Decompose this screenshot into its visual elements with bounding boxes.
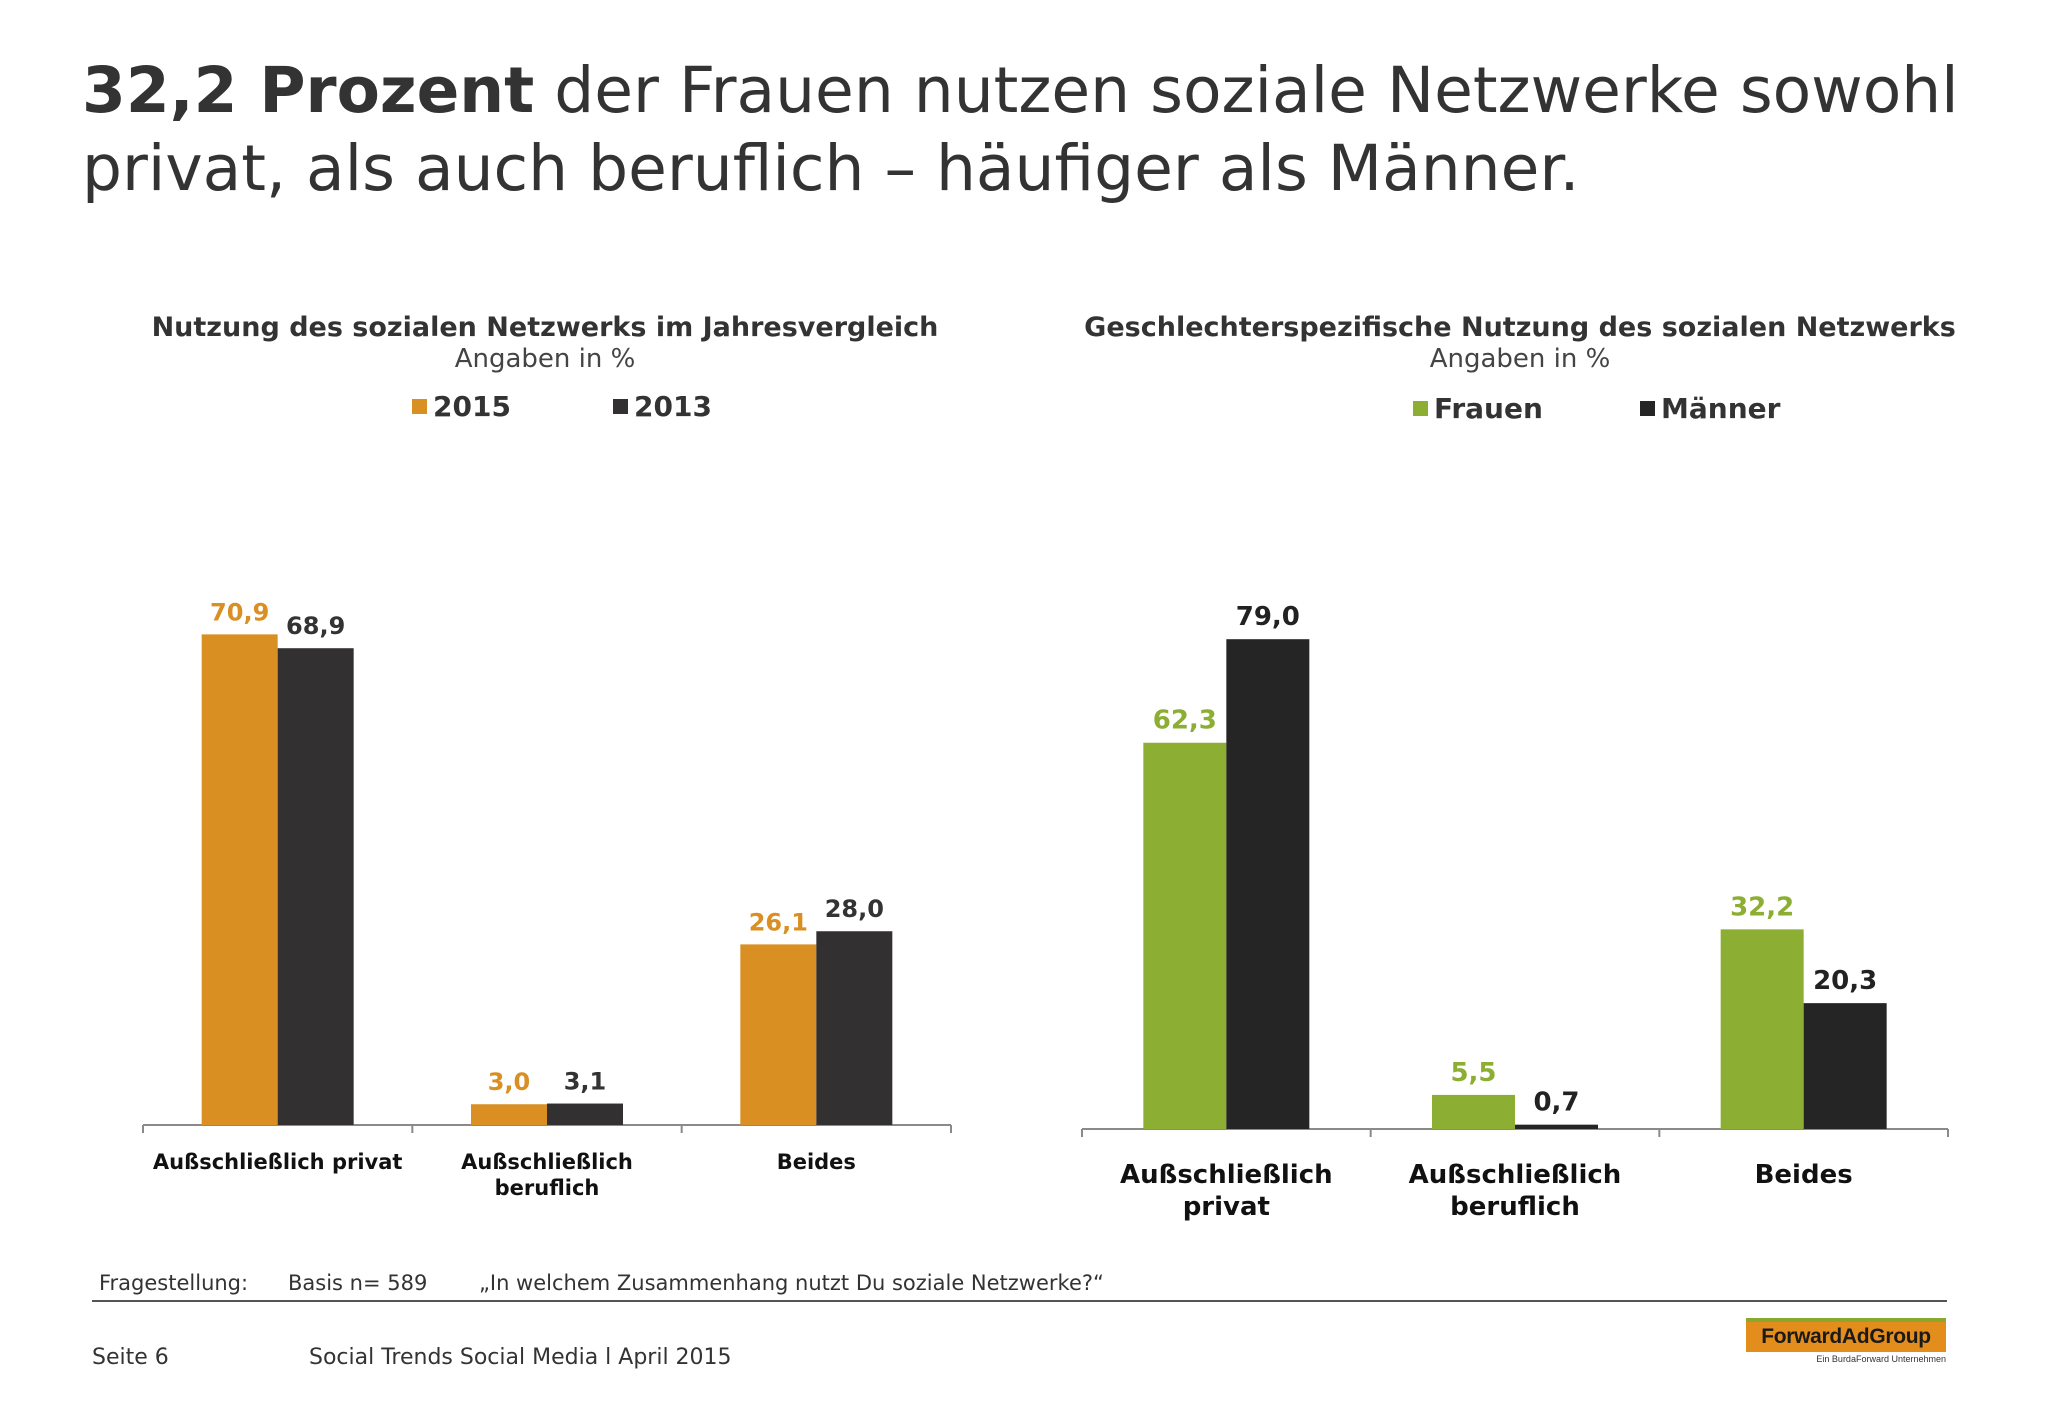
left-chart-subtitle: Angaben in % xyxy=(454,344,636,374)
left-value-label: 70,9 xyxy=(210,598,269,626)
headline: 32,2 Prozent der Frauen nutzen soziale N… xyxy=(82,52,2002,208)
left-bar-2015-2 xyxy=(740,944,817,1125)
right-bar-frauen-0 xyxy=(1143,742,1227,1129)
right-value-label: 5,5 xyxy=(1450,1058,1496,1088)
legend-swatch-2015 xyxy=(412,399,427,414)
logo-tagline: Ein BurdaForward Unternehmen xyxy=(1816,1354,1946,1364)
left-category-label: Beides xyxy=(777,1150,856,1174)
page-number: Seite 6 xyxy=(92,1345,169,1370)
right-category-label: Außschließlich privat xyxy=(1120,1160,1333,1222)
right-value-label: 32,2 xyxy=(1730,892,1794,922)
right-category-label: Beides xyxy=(1755,1160,1853,1190)
legend-swatch-2013 xyxy=(613,399,628,414)
right-category-label: Außschließlich beruflich xyxy=(1409,1160,1622,1222)
report-name: Social Trends Social Media l April 2015 xyxy=(309,1345,732,1370)
left-category-label: Außschließlich privat xyxy=(153,1150,403,1174)
left-value-label: 28,0 xyxy=(825,895,884,923)
basis-text: Basis n= 589 xyxy=(288,1271,428,1295)
right-value-label: 0,7 xyxy=(1533,1088,1579,1118)
right-bar-mnner-2 xyxy=(1803,1003,1887,1129)
right-bar-mnner-1 xyxy=(1515,1124,1598,1129)
right-chart-title: Geschlechterspezifische Nutzung des sozi… xyxy=(1084,312,1956,343)
left-bar-2015-1 xyxy=(471,1104,547,1125)
legend-label-2015: 2015 xyxy=(433,390,511,423)
left-chart-title: Nutzung des sozialen Netzwerks im Jahres… xyxy=(151,312,939,343)
right-bar-mnner-0 xyxy=(1226,639,1310,1129)
left-value-label: 3,0 xyxy=(488,1068,531,1096)
forwardadgroup-logo: ForwardAdGroup Ein BurdaForward Unterneh… xyxy=(1746,1318,1946,1364)
legend-label-2013: 2013 xyxy=(634,390,712,423)
left-legend-2015: 2015 xyxy=(412,390,511,423)
right-legend-maenner: Männer xyxy=(1640,392,1780,425)
headline-line2: privat, als auch beruflich – häufiger al… xyxy=(82,132,1580,205)
left-value-label: 68,9 xyxy=(286,612,345,640)
right-chart-subtitle: Angaben in % xyxy=(1429,344,1611,374)
headline-rest: der Frauen nutzen soziale Netzwerke sowo… xyxy=(534,54,1959,127)
logo-wordmark: ForwardAdGroup xyxy=(1746,1318,1946,1352)
footer-divider xyxy=(92,1300,1947,1302)
right-bar-frauen-1 xyxy=(1432,1094,1515,1129)
left-bar-2015-0 xyxy=(201,634,278,1125)
headline-bold: 32,2 Prozent xyxy=(82,54,535,127)
right-value-label: 20,3 xyxy=(1813,966,1877,996)
right-legend-frauen: Frauen xyxy=(1413,392,1543,425)
left-legend-2013: 2013 xyxy=(613,390,712,423)
left-bar-2013-2 xyxy=(816,931,893,1125)
legend-label-frauen: Frauen xyxy=(1434,392,1543,425)
right-bar-frauen-2 xyxy=(1720,929,1804,1129)
legend-label-maenner: Männer xyxy=(1661,392,1781,425)
question-text: „In welchem Zusammenhang nutzt Du sozial… xyxy=(479,1271,1104,1295)
left-bar-2013-0 xyxy=(277,648,354,1125)
legend-swatch-frauen xyxy=(1413,401,1428,416)
left-value-label: 3,1 xyxy=(564,1068,607,1096)
left-category-label: Außschließlich beruflich xyxy=(461,1150,633,1200)
right-value-label: 62,3 xyxy=(1153,706,1217,736)
left-value-label: 26,1 xyxy=(749,908,808,936)
right-value-label: 79,0 xyxy=(1236,602,1300,632)
question-label: Fragestellung: xyxy=(99,1271,249,1295)
left-bar-2013-1 xyxy=(547,1103,623,1125)
legend-swatch-maenner xyxy=(1640,401,1655,416)
